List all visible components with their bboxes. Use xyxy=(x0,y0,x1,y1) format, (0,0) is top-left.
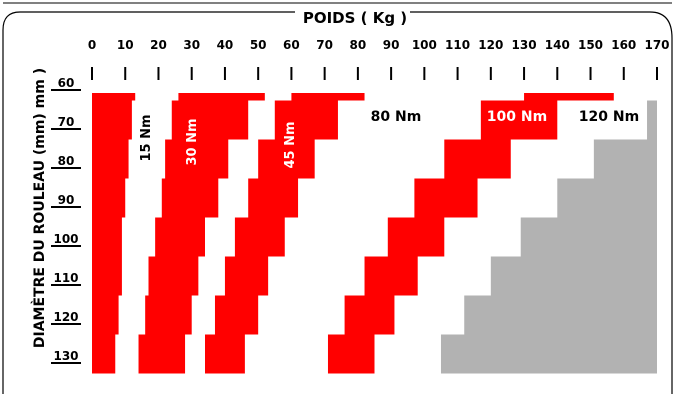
y-tick-label: 130 xyxy=(53,349,78,363)
band-cell xyxy=(647,100,657,140)
x-tick-label: 10 xyxy=(117,38,134,52)
band-cell xyxy=(258,139,315,179)
x-tick-label: 150 xyxy=(578,38,603,52)
band-cell xyxy=(92,93,136,101)
band-cell xyxy=(440,334,657,374)
band-cell xyxy=(248,178,299,218)
band-cell xyxy=(464,295,657,335)
x-tick-label: 80 xyxy=(350,38,367,52)
band-cell xyxy=(593,139,657,179)
band-cell xyxy=(205,334,245,374)
y-tick-label: 90 xyxy=(58,193,75,207)
y-tick-label: 80 xyxy=(58,154,75,168)
band-cell xyxy=(224,256,269,296)
x-tick-label: 0 xyxy=(88,38,96,52)
band-cell xyxy=(145,295,192,335)
band-cell xyxy=(524,93,614,101)
zone-label-45nm: 45 Nm xyxy=(283,121,298,168)
y-tick-label: 110 xyxy=(53,271,78,285)
band-cell xyxy=(92,256,122,296)
x-tick-label: 120 xyxy=(478,38,503,52)
band-cell xyxy=(92,334,116,374)
band-cell xyxy=(557,178,657,218)
band-cell xyxy=(444,139,511,179)
x-tick-label: 140 xyxy=(545,38,570,52)
x-tick-label: 110 xyxy=(445,38,470,52)
band-cell xyxy=(161,178,219,218)
band-cell xyxy=(92,178,126,218)
band-cell xyxy=(234,217,285,257)
band-cell xyxy=(165,139,229,179)
band-cell xyxy=(344,295,395,335)
band-layer xyxy=(92,93,657,374)
zone-label-30nm: 30 Nm xyxy=(185,118,200,165)
band-cell xyxy=(520,217,657,257)
band-cell xyxy=(291,93,365,101)
band-cell xyxy=(148,256,199,296)
band-cell xyxy=(214,295,259,335)
band-cell xyxy=(138,334,186,374)
x-tick-label: 160 xyxy=(611,38,636,52)
band-cell xyxy=(92,295,119,335)
band-cell xyxy=(92,217,122,257)
y-tick-label: 120 xyxy=(53,310,78,324)
y-tick-label: 100 xyxy=(53,232,78,246)
chart-title: POIDS ( Kg ) xyxy=(303,9,407,27)
band-cell xyxy=(274,100,338,140)
zone-label-80nm: 80 Nm xyxy=(371,109,422,125)
band-cell xyxy=(364,256,418,296)
x-tick-label: 100 xyxy=(412,38,437,52)
x-tick-label: 70 xyxy=(316,38,333,52)
frame-border xyxy=(2,11,673,394)
x-tick-label: 90 xyxy=(383,38,400,52)
band-cell xyxy=(178,93,265,101)
band-cell xyxy=(92,100,132,140)
band-cell xyxy=(92,139,129,179)
y-axis: 60 70 80 90 100 110 120 130 xyxy=(51,76,81,364)
x-axis: 0 10 20 30 40 50 60 70 80 90 100 110 120 130 140 150 160… xyxy=(88,38,670,80)
band-cell xyxy=(490,256,657,296)
y-tick-label: 70 xyxy=(58,115,75,129)
x-tick-label: 130 xyxy=(512,38,537,52)
x-tick-label: 170 xyxy=(644,38,669,52)
band-cell xyxy=(327,334,375,374)
x-tick-label: 30 xyxy=(183,38,200,52)
zone-label-100nm: 100 Nm xyxy=(487,109,547,125)
band-cell xyxy=(155,217,205,257)
band-cell xyxy=(387,217,445,257)
band-cell xyxy=(480,100,558,140)
x-tick-label: 50 xyxy=(250,38,267,52)
zone-label-120nm: 120 Nm xyxy=(579,109,639,125)
y-axis-label: DIAMÈTRE DU ROULEAU (mm) mm ) xyxy=(31,68,48,348)
zone-label-15nm: 15 Nm xyxy=(139,114,154,161)
x-tick-label: 60 xyxy=(283,38,300,52)
y-tick-label: 60 xyxy=(58,76,75,90)
x-tick-label: 40 xyxy=(217,38,234,52)
band-cell xyxy=(171,100,249,140)
x-tick-label: 20 xyxy=(150,38,167,52)
band-cell xyxy=(414,178,478,218)
